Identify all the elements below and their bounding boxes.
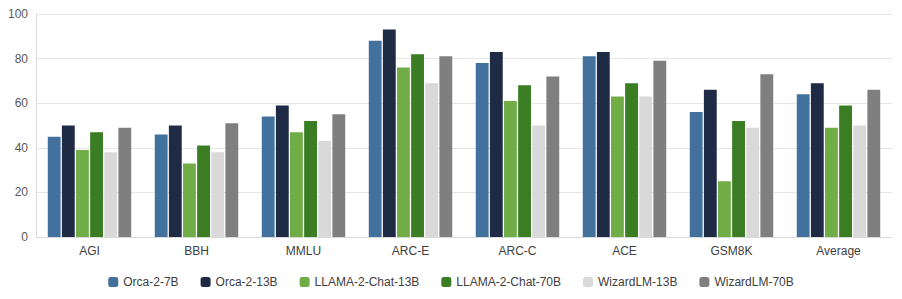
- svg-text:WizardLM-70B: WizardLM-70B: [714, 275, 793, 289]
- svg-text:20: 20: [15, 185, 29, 199]
- svg-text:LLAMA-2-Chat-13B: LLAMA-2-Chat-13B: [315, 275, 420, 289]
- svg-text:MMLU: MMLU: [286, 244, 321, 258]
- svg-text:Orca-2-7B: Orca-2-7B: [123, 275, 178, 289]
- svg-text:80: 80: [15, 52, 29, 66]
- svg-text:ACE: ACE: [612, 244, 637, 258]
- svg-text:100: 100: [8, 7, 28, 21]
- svg-text:GSM8K: GSM8K: [710, 244, 752, 258]
- svg-text:BBH: BBH: [184, 244, 209, 258]
- svg-text:60: 60: [15, 96, 29, 110]
- svg-text:0: 0: [21, 230, 28, 244]
- svg-text:AGI: AGI: [79, 244, 100, 258]
- svg-text:ARC-E: ARC-E: [392, 244, 429, 258]
- svg-text:Orca-2-13B: Orca-2-13B: [216, 275, 278, 289]
- svg-text:WizardLM-13B: WizardLM-13B: [598, 275, 677, 289]
- svg-text:LLAMA-2-Chat-70B: LLAMA-2-Chat-70B: [456, 275, 561, 289]
- svg-text:40: 40: [15, 141, 29, 155]
- svg-text:ARC-C: ARC-C: [499, 244, 537, 258]
- svg-text:Average: Average: [816, 244, 861, 258]
